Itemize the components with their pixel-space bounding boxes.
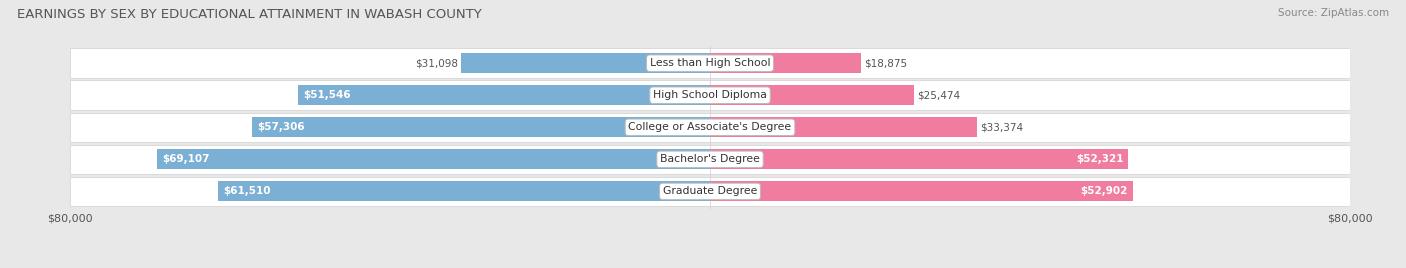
Bar bbox=[710, 150, 1129, 169]
Bar bbox=[252, 117, 710, 137]
Text: $31,098: $31,098 bbox=[415, 58, 458, 68]
Text: $18,875: $18,875 bbox=[865, 58, 907, 68]
Text: High School Diploma: High School Diploma bbox=[654, 90, 766, 100]
Bar bbox=[218, 181, 710, 201]
Text: $52,902: $52,902 bbox=[1081, 187, 1128, 196]
Text: $61,510: $61,510 bbox=[224, 187, 271, 196]
Text: College or Associate's Degree: College or Associate's Degree bbox=[628, 122, 792, 132]
Text: $51,546: $51,546 bbox=[302, 90, 350, 100]
Bar bbox=[70, 177, 1350, 206]
Text: $57,306: $57,306 bbox=[257, 122, 305, 132]
Bar bbox=[461, 53, 710, 73]
Bar bbox=[70, 145, 1350, 174]
Text: Graduate Degree: Graduate Degree bbox=[662, 187, 758, 196]
Bar bbox=[157, 150, 710, 169]
Text: Bachelor's Degree: Bachelor's Degree bbox=[659, 154, 761, 164]
Text: $25,474: $25,474 bbox=[917, 90, 960, 100]
Text: $69,107: $69,107 bbox=[163, 154, 209, 164]
Bar bbox=[710, 117, 977, 137]
Bar bbox=[70, 80, 1350, 110]
Bar bbox=[70, 49, 1350, 78]
Bar bbox=[710, 181, 1133, 201]
Text: Less than High School: Less than High School bbox=[650, 58, 770, 68]
Bar bbox=[710, 85, 914, 105]
Bar bbox=[710, 53, 860, 73]
Bar bbox=[298, 85, 710, 105]
Text: $52,321: $52,321 bbox=[1076, 154, 1123, 164]
Bar bbox=[70, 113, 1350, 142]
Text: Source: ZipAtlas.com: Source: ZipAtlas.com bbox=[1278, 8, 1389, 18]
Text: $33,374: $33,374 bbox=[980, 122, 1024, 132]
Text: EARNINGS BY SEX BY EDUCATIONAL ATTAINMENT IN WABASH COUNTY: EARNINGS BY SEX BY EDUCATIONAL ATTAINMEN… bbox=[17, 8, 482, 21]
